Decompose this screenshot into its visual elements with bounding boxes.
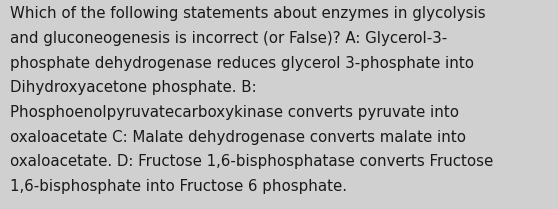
Text: and gluconeogenesis is incorrect (or False)? A: Glycerol-3-: and gluconeogenesis is incorrect (or Fal… xyxy=(10,31,448,46)
Text: oxaloacetate. D: Fructose 1,6-bisphosphatase converts Fructose: oxaloacetate. D: Fructose 1,6-bisphospha… xyxy=(10,154,493,169)
Text: phosphate dehydrogenase reduces glycerol 3-phosphate into: phosphate dehydrogenase reduces glycerol… xyxy=(10,56,474,71)
Text: Phosphoenolpyruvatecarboxykinase converts pyruvate into: Phosphoenolpyruvatecarboxykinase convert… xyxy=(10,105,459,120)
Text: Which of the following statements about enzymes in glycolysis: Which of the following statements about … xyxy=(10,6,485,21)
Text: 1,6-bisphosphate into Fructose 6 phosphate.: 1,6-bisphosphate into Fructose 6 phospha… xyxy=(10,179,347,194)
Text: oxaloacetate C: Malate dehydrogenase converts malate into: oxaloacetate C: Malate dehydrogenase con… xyxy=(10,130,466,145)
Text: Dihydroxyacetone phosphate. B:: Dihydroxyacetone phosphate. B: xyxy=(10,80,257,95)
